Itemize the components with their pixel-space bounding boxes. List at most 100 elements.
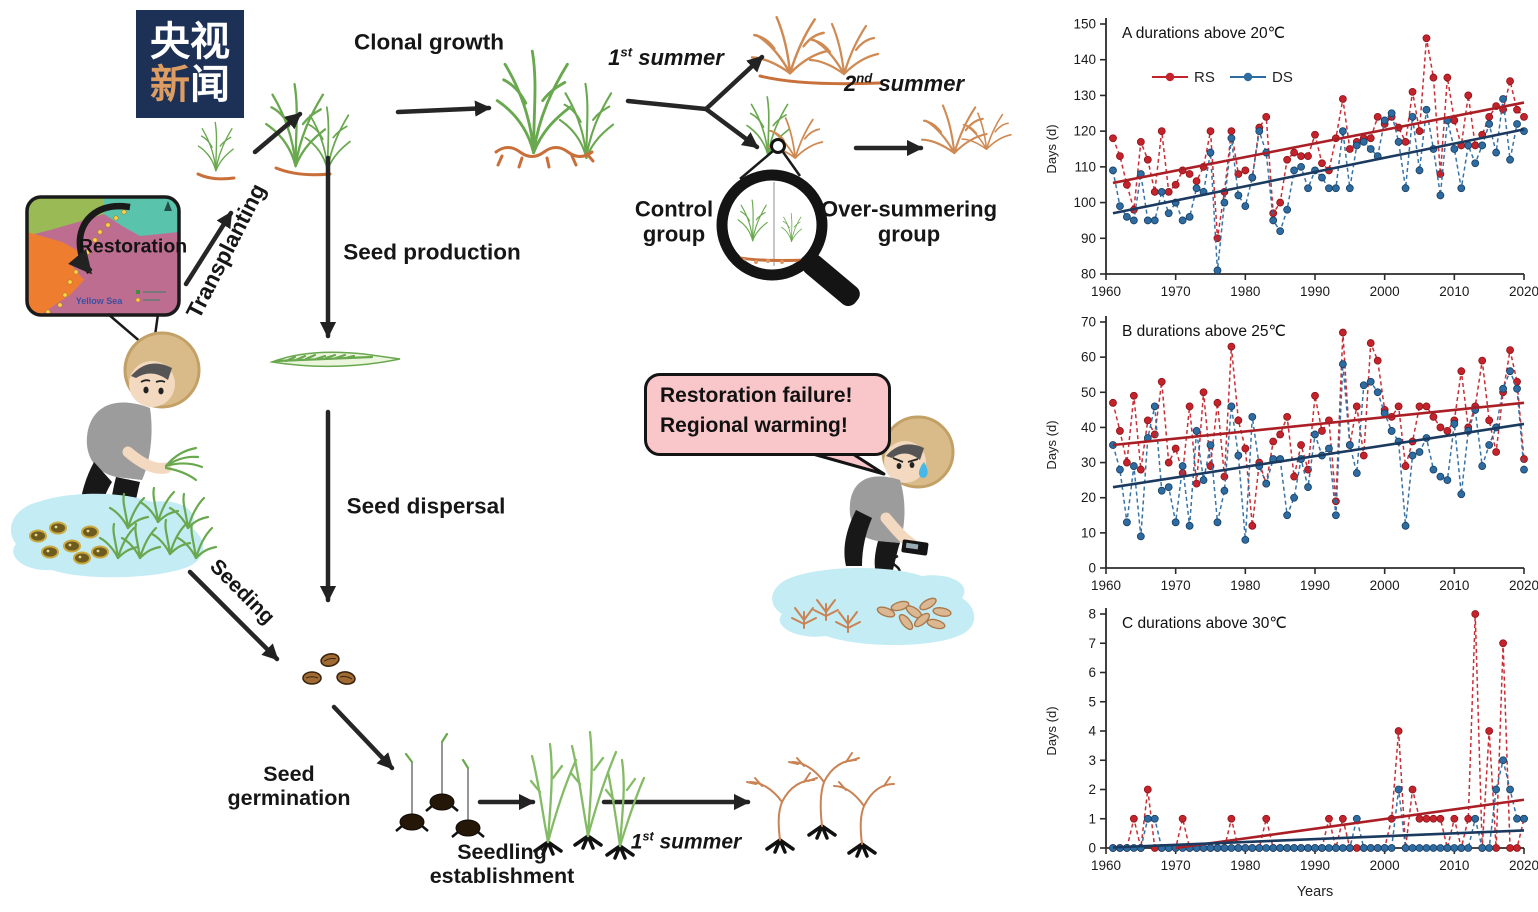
xtick: 2010 [1439,858,1469,873]
xtick: 2010 [1439,284,1469,299]
trend-line [1175,798,1525,850]
sweat-drop-icon [918,462,928,478]
series-line-RS [1112,38,1525,239]
xtick: 1990 [1300,578,1330,593]
plant-clonal-start [265,83,351,177]
legend-RS: RS [1194,69,1215,86]
map-mini-legend [135,290,166,303]
legend-DS: DS [1272,69,1293,86]
chart-panel-A: 80 90 100 110 120 130 140 150 1960 1970 1980 1990 20… [1044,17,1538,300]
xtick: 1980 [1230,858,1260,873]
lifecycle-diagram-art [10,15,1012,860]
arrow-seeding [187,569,280,662]
xtick: 2010 [1439,578,1469,593]
xtick: 1960 [1091,284,1121,299]
arrow-branch-trunk [625,98,709,112]
map-sea-label: Yellow Sea [75,296,123,306]
label-seed-production: Seed production [343,239,521,265]
label-first-summer: 1st summer [608,44,724,70]
dead-leaf-pile [876,597,952,631]
magnifier-icon [716,138,860,307]
ytick: 0 [1088,561,1096,576]
ytick: 90 [1081,231,1096,246]
label-first-summer-bottom: 1st summer [630,829,742,854]
chart-panel-B: 0 10 20 30 40 50 60 70 1960 1970 1980 1990 2000 2010 2… [1044,315,1538,594]
xtick: 1990 [1300,284,1330,299]
logo-line2: 新闻 [150,63,230,107]
plant-source [196,121,236,181]
ytick: 30 [1081,455,1096,470]
ytick: 3 [1088,753,1096,768]
flow-arrows [183,54,924,811]
ytick: 7 [1088,636,1096,651]
ytick: 2 [1088,782,1096,797]
xtick: 2000 [1370,578,1400,593]
xtick: 1970 [1161,284,1191,299]
ytick: 70 [1081,315,1096,330]
label-second-summer: 2nd summer [843,70,965,96]
plant-dead-first-summer [750,15,882,86]
ytick: 40 [1081,420,1096,435]
series-line-RS [1112,613,1525,849]
xtick: 2020 [1509,858,1538,873]
trend-line [1112,128,1525,215]
seeds [302,651,357,687]
arrow-germination [331,704,395,771]
xtick: 2000 [1370,284,1400,299]
label-oversummering-group: Over-summering group [820,196,998,246]
series-line-DS [1112,760,1524,849]
series-line-RS [1112,332,1525,526]
ytick: 80 [1081,267,1096,282]
charts-panel: 80 90 100 110 120 130 140 150 1960 1970 1980 1990 20… [1040,0,1538,912]
ytick: 1 [1088,811,1096,826]
water-patch-seeding [10,486,218,578]
label-seedling-establishment: Seedling establishment [429,839,575,888]
ytick: 120 [1073,124,1096,139]
arrow-clonal-growth [395,100,492,117]
measuring-device-icon [901,539,929,556]
xtick: 1990 [1300,858,1330,873]
xtick: 1970 [1161,578,1191,593]
xtick: 1980 [1230,578,1260,593]
y-axis-label: Days (d) [1044,124,1059,173]
dead-seedlings [746,752,895,858]
y-axis-label: Days (d) [1044,420,1059,469]
xtick: 2020 [1509,578,1538,593]
farmer-measuring [844,415,955,610]
arrow-branch-down [703,106,760,150]
trend-line [1112,829,1525,849]
xtick: 1980 [1230,284,1260,299]
ytick: 8 [1088,607,1096,622]
trend-line [1112,401,1525,447]
ytick: 0 [1088,841,1096,856]
plant-dead-second-summer [920,104,1012,155]
ytick: 60 [1081,350,1096,365]
ytick: 6 [1088,665,1096,680]
water-patch-failed [772,567,975,645]
chart-title-B: B durations above 25℃ [1122,323,1286,340]
ytick: 100 [1073,195,1096,210]
cctv-news-logo: 央视 新闻 [136,10,244,118]
ytick: 150 [1073,17,1096,32]
xtick: 1960 [1091,578,1121,593]
map-curl-arrow [68,202,131,275]
ytick: 130 [1073,88,1096,103]
plant-clonal-grown [494,49,615,169]
ytick: 20 [1081,490,1096,505]
chart-title-A: A durations above 20℃ [1122,25,1285,42]
trend-line [1112,422,1525,489]
germinated-seeds [395,732,485,838]
chart-title-C: C durations above 30℃ [1122,615,1287,632]
ytick: 4 [1088,724,1096,739]
established-seedlings [529,730,646,860]
label-control-group: Control group [634,196,714,246]
seed-spike [269,351,401,368]
ytick: 10 [1081,525,1096,540]
ytick: 140 [1073,52,1096,67]
map-compass-icon [164,201,172,211]
xtick: 1960 [1091,858,1121,873]
y-axis-label: Days (d) [1044,706,1059,755]
label-seed-germination: Seed germination [227,761,351,810]
arrow-transplanting [183,210,234,287]
